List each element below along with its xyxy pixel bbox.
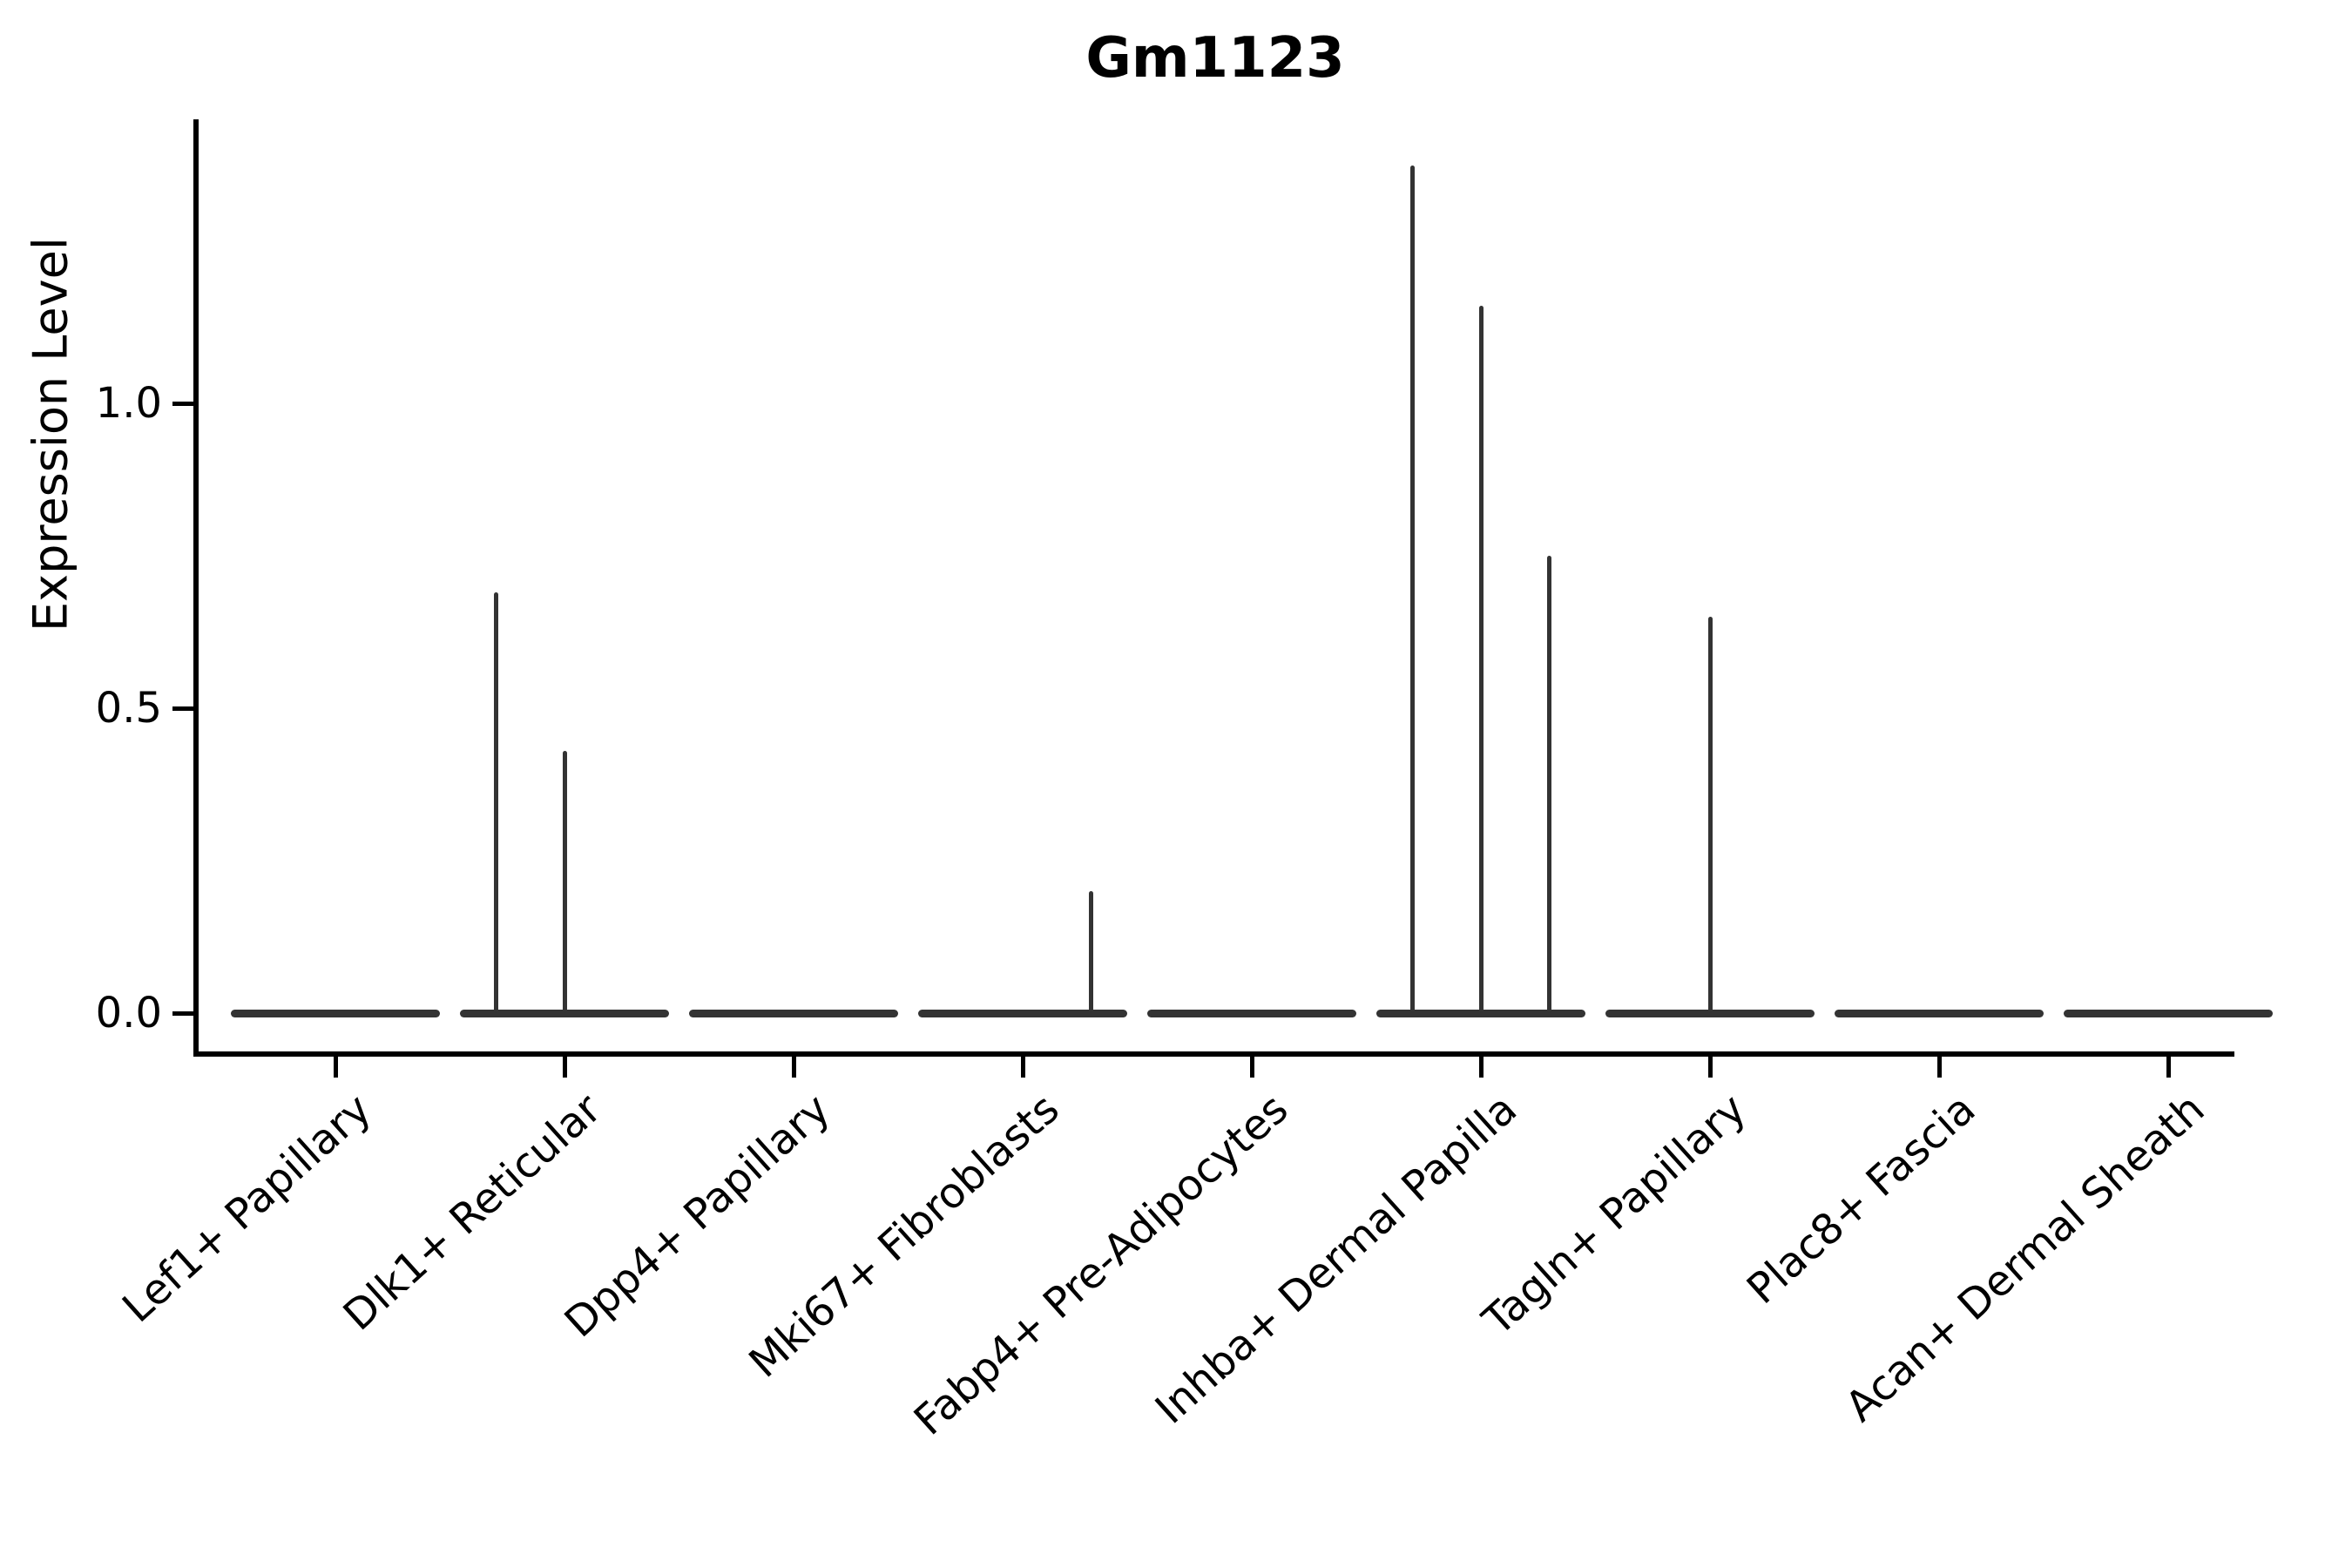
violin-spike — [493, 592, 498, 1013]
y-axis-spine — [193, 119, 199, 1057]
violin-base — [918, 1009, 1127, 1017]
violin-spike — [1478, 306, 1484, 1013]
violin-base — [460, 1009, 669, 1017]
x-tick — [1707, 1057, 1713, 1078]
violin-base — [689, 1009, 898, 1017]
violin-spike — [1409, 166, 1415, 1013]
x-tick — [2166, 1057, 2171, 1078]
y-tick-label: 1.0 — [95, 379, 162, 428]
violin-base — [231, 1009, 440, 1017]
violin-spike — [1547, 556, 1552, 1013]
violin-spike — [1089, 891, 1094, 1013]
x-tick — [791, 1057, 796, 1078]
x-tick-label: Plac8+ Fascia — [1738, 1085, 1985, 1315]
x-axis-spine — [193, 1051, 2234, 1057]
y-tick-label: 0.5 — [95, 684, 162, 733]
y-axis-title: Expression Level — [23, 237, 78, 632]
violin-base — [1376, 1009, 1585, 1017]
chart-title: Gm1123 — [1085, 26, 1345, 91]
violin-base — [1147, 1009, 1356, 1017]
y-tick — [172, 401, 193, 406]
violin-spike — [1707, 617, 1713, 1013]
violin-base — [1605, 1009, 1815, 1017]
violin-spike — [562, 751, 567, 1013]
x-tick — [1478, 1057, 1484, 1078]
violin-base — [2064, 1009, 2273, 1017]
x-tick — [1936, 1057, 1942, 1078]
y-tick-label: 0.0 — [95, 989, 162, 1037]
x-tick — [1020, 1057, 1025, 1078]
x-tick — [333, 1057, 338, 1078]
violin-base — [1835, 1009, 2044, 1017]
x-tick-label: Fabp4+ Pre-Adipocytes — [904, 1085, 1298, 1445]
y-tick — [172, 1010, 193, 1016]
x-tick-label: Inhba+ Dermal Papilla — [1146, 1085, 1527, 1434]
x-tick-label: Lef1+ Papillary — [113, 1085, 382, 1333]
x-tick — [1249, 1057, 1254, 1078]
x-tick — [562, 1057, 567, 1078]
y-tick — [172, 706, 193, 711]
